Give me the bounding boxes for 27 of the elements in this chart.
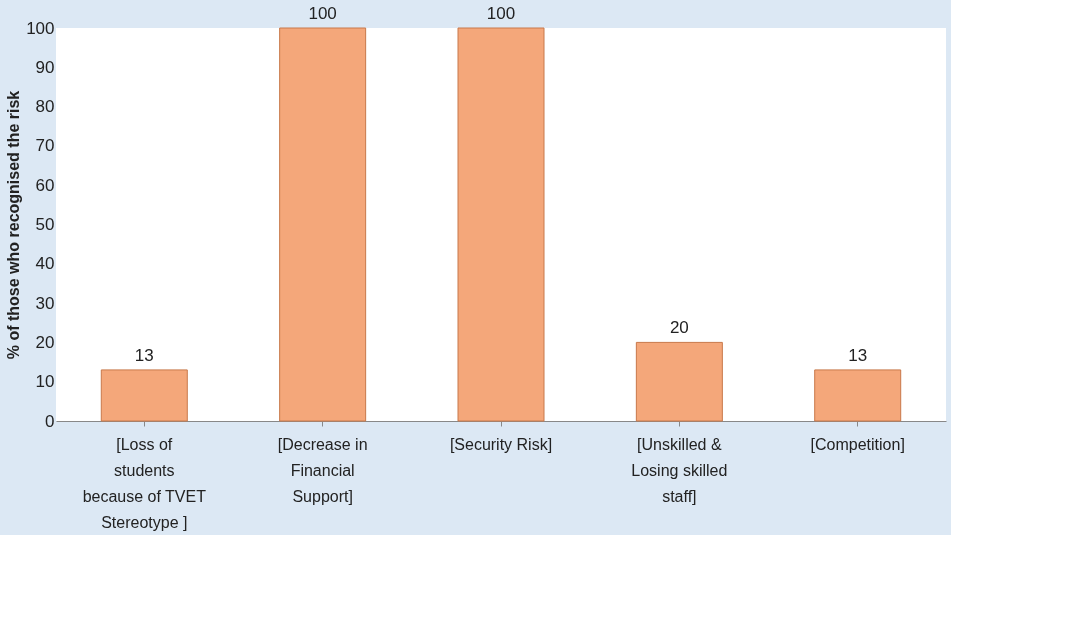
bar (100, 369, 188, 422)
bar (814, 369, 902, 422)
y-axis-title: % of those who recognised the risk (5, 90, 23, 360)
y-tick-label: 100 (26, 18, 55, 38)
y-tick-label: 10 (35, 372, 55, 392)
data-label: 13 (848, 345, 868, 365)
y-tick-label: 0 (45, 411, 55, 431)
bar (457, 27, 545, 422)
y-tick-label: 90 (35, 57, 55, 77)
bar (279, 27, 367, 422)
data-label: 100 (308, 4, 337, 23)
data-label: 13 (134, 345, 154, 365)
x-tick-label: [Unskilled & Losing skilled staff] (631, 435, 728, 505)
y-tick-label: 80 (35, 97, 55, 117)
data-label: 100 (486, 4, 516, 23)
y-tick-label: 60 (35, 175, 55, 195)
y-tick-label: 40 (35, 254, 55, 274)
y-tick-label: 30 (35, 293, 55, 313)
bar (635, 341, 723, 422)
x-tick-label: [Loss of students because of TVET Stereotype ] (82, 435, 207, 531)
y-tick-label: 50 (35, 215, 55, 234)
y-tick-label: 20 (35, 332, 55, 352)
y-tick-label: 70 (35, 136, 55, 156)
x-tick-label: [Decrease in Financial Support] (277, 435, 368, 505)
x-tick-label: [Security Risk] (449, 435, 553, 453)
x-tick-label: [Competition] (810, 435, 905, 453)
data-label: 20 (669, 318, 689, 338)
